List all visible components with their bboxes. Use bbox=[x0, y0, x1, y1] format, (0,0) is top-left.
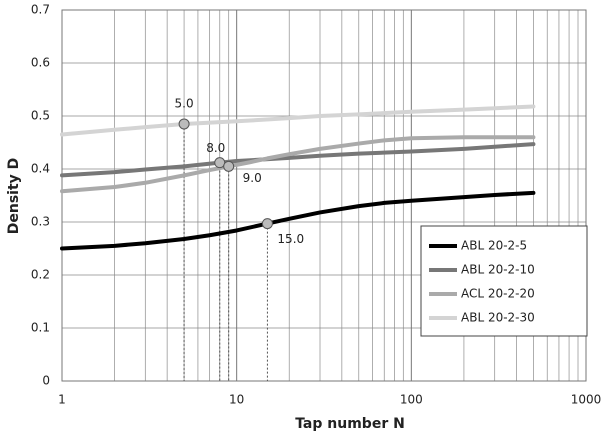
annotation-marker bbox=[261, 218, 273, 230]
plot-frame bbox=[61, 9, 587, 382]
y-tick-label: 0.7 bbox=[31, 3, 50, 17]
series-line bbox=[60, 190, 536, 251]
legend-label: ABL 20-2-30 bbox=[461, 311, 535, 325]
y-tick-label: 0.4 bbox=[31, 162, 50, 176]
annotation-label: 9.0 bbox=[243, 171, 262, 185]
annotation-label: 5.0 bbox=[175, 96, 194, 110]
x-axis-title: Tap number N bbox=[295, 416, 405, 432]
y-tick-label: 0.3 bbox=[31, 215, 50, 229]
series-line bbox=[60, 104, 536, 137]
y-tick-label: 0.2 bbox=[31, 268, 50, 282]
x-tick-label: 100 bbox=[400, 393, 423, 407]
legend-label: ABL 20-2-5 bbox=[461, 239, 527, 253]
y-tick-label: 0.5 bbox=[31, 109, 50, 123]
x-tick-label: 10 bbox=[229, 393, 244, 407]
legend-label: ACL 20-2-20 bbox=[461, 287, 535, 301]
annotation-label: 15.0 bbox=[277, 232, 304, 246]
y-tick-label: 0.6 bbox=[31, 56, 50, 70]
legend-label: ABL 20-2-10 bbox=[461, 263, 535, 277]
legend: ABL 20-2-5 ABL 20-2-10 ACL 20-2-20 ABL 20-2… bbox=[420, 225, 588, 337]
x-tick-label: 1 bbox=[58, 393, 66, 407]
y-tick-label: 0 bbox=[42, 374, 50, 388]
annotation-label: 8.0 bbox=[206, 141, 225, 155]
y-axis-title: Density D bbox=[6, 158, 22, 235]
annotation-marker bbox=[178, 118, 190, 130]
series-line bbox=[60, 142, 536, 178]
x-tick-label: 1000 bbox=[571, 393, 602, 407]
y-tick-label: 0.1 bbox=[31, 321, 50, 335]
series-line bbox=[60, 135, 536, 194]
annotation-marker bbox=[223, 160, 235, 172]
